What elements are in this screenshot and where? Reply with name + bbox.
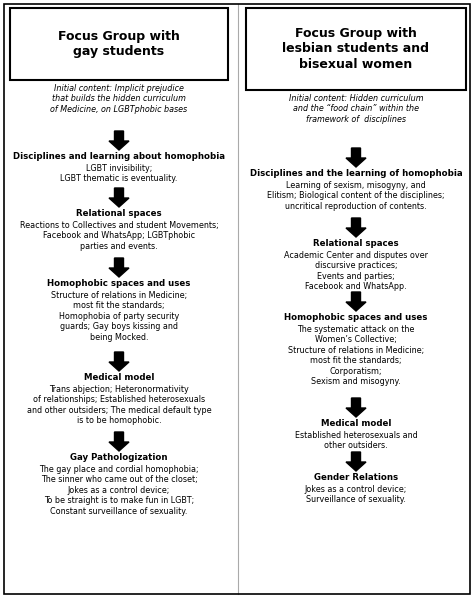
Polygon shape bbox=[109, 352, 129, 371]
Text: Gender Relations: Gender Relations bbox=[314, 473, 398, 482]
Text: Homophobic spaces and uses: Homophobic spaces and uses bbox=[284, 313, 428, 322]
Text: Jokes as a control device;
Surveillance of sexuality.: Jokes as a control device; Surveillance … bbox=[305, 485, 407, 504]
Text: LGBT invisibility;
LGBT thematic is eventuality.: LGBT invisibility; LGBT thematic is even… bbox=[60, 164, 178, 184]
Polygon shape bbox=[109, 188, 129, 207]
Text: Initial content: Implicit prejudice
that builds the hidden curriculum
of Medicin: Initial content: Implicit prejudice that… bbox=[50, 84, 188, 114]
Text: Relational spaces: Relational spaces bbox=[76, 209, 162, 218]
Polygon shape bbox=[109, 432, 129, 451]
Polygon shape bbox=[109, 258, 129, 277]
Text: Disciplines and the learning of homophobia: Disciplines and the learning of homophob… bbox=[250, 169, 462, 178]
Polygon shape bbox=[346, 148, 366, 167]
Text: Homophobic spaces and uses: Homophobic spaces and uses bbox=[47, 279, 191, 288]
Text: Relational spaces: Relational spaces bbox=[313, 239, 399, 248]
FancyBboxPatch shape bbox=[10, 8, 228, 80]
Polygon shape bbox=[346, 452, 366, 471]
Text: Reactions to Collectives and student Movements;
Facebook and WhatsApp; LGBTphobi: Reactions to Collectives and student Mov… bbox=[19, 221, 219, 251]
Text: The gay place and cordial homophobia;
The sinner who came out of the closet;
Jok: The gay place and cordial homophobia; Th… bbox=[39, 465, 199, 515]
Text: Established heterosexuals and
other outsiders.: Established heterosexuals and other outs… bbox=[295, 431, 418, 450]
Text: Learning of sexism, misogyny, and
Elitism; Biological content of the disciplines: Learning of sexism, misogyny, and Elitis… bbox=[267, 181, 445, 211]
Text: Disciplines and learning about homophobia: Disciplines and learning about homophobi… bbox=[13, 152, 225, 161]
Text: Initial content: Hidden curriculum
and the “food chain” within the
framework of : Initial content: Hidden curriculum and t… bbox=[289, 94, 423, 124]
Text: Focus Group with
gay students: Focus Group with gay students bbox=[58, 30, 180, 58]
Polygon shape bbox=[109, 131, 129, 150]
Text: Trans abjection; Heteronormativity
of relationships; Established heterosexuals
a: Trans abjection; Heteronormativity of re… bbox=[27, 385, 211, 425]
Text: Structure of relations in Medicine;
most fit the standards;
Homophobia of party : Structure of relations in Medicine; most… bbox=[51, 291, 187, 341]
Text: Gay Pathologization: Gay Pathologization bbox=[70, 453, 168, 462]
Text: The systematic attack on the
Women’s Collective;
Structure of relations in Medic: The systematic attack on the Women’s Col… bbox=[288, 325, 424, 386]
Polygon shape bbox=[346, 292, 366, 311]
Polygon shape bbox=[346, 398, 366, 417]
Text: Academic Center and disputes over
discursive practices;
Events and parties;
Face: Academic Center and disputes over discur… bbox=[284, 251, 428, 291]
Text: Medical model: Medical model bbox=[84, 373, 154, 382]
Polygon shape bbox=[346, 218, 366, 237]
Text: Focus Group with
lesbian students and
bisexual women: Focus Group with lesbian students and bi… bbox=[283, 28, 429, 71]
Text: Medical model: Medical model bbox=[321, 419, 391, 428]
FancyBboxPatch shape bbox=[246, 8, 466, 90]
